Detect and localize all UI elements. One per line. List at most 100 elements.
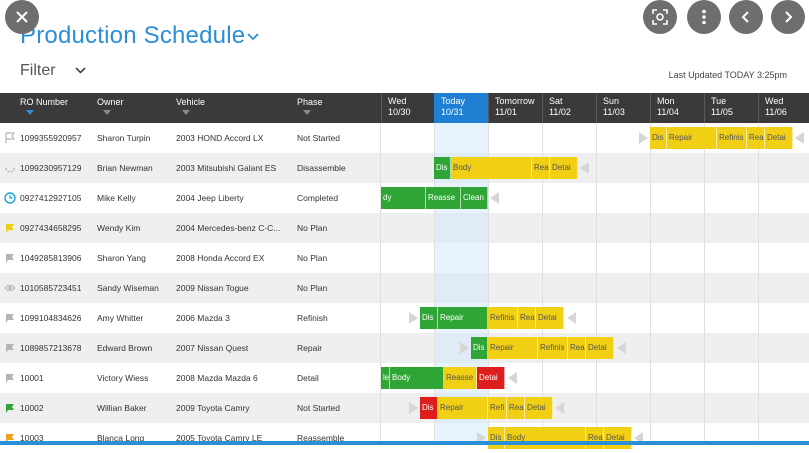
chevron-left-icon (741, 11, 749, 23)
phase-bar-repair[interactable]: Repair (667, 127, 717, 149)
phase-bar-body[interactable]: Body (451, 157, 532, 179)
phase-bar-body[interactable]: dy (381, 187, 426, 209)
phase-bar-repair[interactable]: Repair (488, 337, 538, 359)
phase-bar-disassemble[interactable]: le (381, 367, 390, 389)
schedule-end-arrow (490, 192, 499, 204)
phase-bar-clean[interactable]: Clean (461, 187, 488, 209)
vehicle-name: 2003 Mitsubishi Galant ES (176, 163, 277, 173)
phase-bar-disassemble[interactable]: Dis (488, 427, 505, 449)
phase-bar-detail[interactable]: Detai (765, 127, 793, 149)
phase-bar-reassemble[interactable]: Reasse (444, 367, 477, 389)
phase-bar-disassemble[interactable]: Dis (650, 127, 667, 149)
ro-number: 1049285813906 (20, 253, 82, 263)
schedule-end-arrow (555, 402, 564, 414)
day-divider (434, 123, 435, 445)
day-header[interactable]: Sat 11/02 (542, 93, 596, 123)
table-row[interactable]: 1010585723451 Sandy Wiseman 2009 Nissan … (0, 273, 809, 303)
phase-bar-refinish[interactable]: Refinis (717, 127, 747, 149)
table-row[interactable]: 10001 Victory Wiess 2008 Mazda Mazda 6 D… (0, 363, 809, 393)
column-header-phase[interactable]: Phase (297, 93, 323, 123)
day-header[interactable]: Sun 11/03 (596, 93, 650, 123)
phase-bar-refinish[interactable]: Refinis (538, 337, 568, 359)
chevron-down-icon[interactable] (246, 32, 260, 42)
flag-grey-icon (6, 254, 14, 263)
vehicle-name: 2009 Toyota Camry (176, 403, 250, 413)
column-header-owner[interactable]: Owner (97, 93, 124, 123)
ro-number: 0927412927105 (20, 193, 82, 203)
schedule-end-arrow (617, 342, 626, 354)
owner-name: Sharon Turpin (97, 133, 151, 143)
day-divider (704, 123, 705, 445)
more-button[interactable] (687, 0, 721, 34)
close-button[interactable] (5, 0, 39, 34)
day-header[interactable]: Mon 11/04 (650, 93, 704, 123)
phase-bar-detail[interactable]: Detai (550, 157, 578, 179)
phase-bar-reassemble[interactable]: Reasse (426, 187, 461, 209)
vehicle-name: 2008 Honda Accord EX (176, 253, 265, 263)
phase-bar-reassemble[interactable]: Rea (518, 307, 536, 329)
phase-bar-detail[interactable]: Detai (525, 397, 553, 419)
phase-label: Disassemble (297, 163, 346, 173)
table-row[interactable]: 1099230957129 Brian Newman 2003 Mitsubis… (0, 153, 809, 183)
phase-bar-detail[interactable]: Detai (604, 427, 632, 449)
day-name: Wed (765, 96, 784, 106)
day-header[interactable]: Tomorrow 11/01 (488, 93, 542, 123)
phase-bar-body[interactable]: Body (505, 427, 586, 449)
prev-button[interactable] (729, 0, 763, 34)
phase-bar-refinish[interactable]: Refi (488, 397, 507, 419)
vehicle-name: 2007 Nissan Quest (176, 343, 249, 353)
phase-bar-reassemble[interactable]: Rea (568, 337, 586, 359)
day-header[interactable]: Wed 10/30 (381, 93, 434, 123)
vehicle-name: 2003 HOND Accord LX (176, 133, 264, 143)
owner-name: Sandy Wiseman (97, 283, 159, 293)
phase-bar-detail[interactable]: Detai (477, 367, 505, 389)
phase-bar-detail[interactable]: Detai (586, 337, 614, 359)
sort-icon (303, 110, 311, 115)
phase-bar-repair[interactable]: Repair (438, 397, 488, 419)
vehicle-name: 2008 Mazda Mazda 6 (176, 373, 258, 383)
day-name: Mon (657, 96, 675, 106)
table-row[interactable]: 0927412927105 Mike Kelly 2004 Jeep Liber… (0, 183, 809, 213)
table-row[interactable]: 10003 Blanca Long 2005 Toyota Camry LE R… (0, 423, 809, 453)
phase-bar-repair[interactable]: Repair (438, 307, 488, 329)
phase-bar-reassemble[interactable]: Rea (747, 127, 765, 149)
next-button[interactable] (771, 0, 805, 34)
phase-bar-detail[interactable]: Detai (536, 307, 564, 329)
day-date: 11/02 (549, 107, 571, 117)
column-header-ro[interactable]: RO Number (20, 93, 68, 123)
schedule-end-arrow (580, 162, 589, 174)
table-row[interactable]: 1049285813906 Sharon Yang 2008 Honda Acc… (0, 243, 809, 273)
ro-number: 0927434658295 (20, 223, 82, 233)
chevron-down-icon[interactable] (74, 66, 87, 75)
schedule-start-arrow (409, 312, 418, 324)
phase-bar-disassemble[interactable]: Dis (420, 397, 438, 419)
column-header-vehicle[interactable]: Vehicle (176, 93, 205, 123)
day-header[interactable]: Wed 11/06 (758, 93, 809, 123)
vehicle-name: 2009 Nissan Togue (176, 283, 249, 293)
vehicle-name: 2004 Mercedes-benz C-C... (176, 223, 281, 233)
table-row[interactable]: 1099355920957 Sharon Turpin 2003 HOND Ac… (0, 123, 809, 153)
table-row[interactable]: 0927434658295 Wendy Kim 2004 Mercedes-be… (0, 213, 809, 243)
phase-bar-reassemble[interactable]: Rea (532, 157, 550, 179)
phase-bar-body[interactable]: Body (390, 367, 444, 389)
schedule-end-arrow (567, 312, 576, 324)
lens-button[interactable] (643, 0, 677, 34)
phase-bar-refinish[interactable]: Refinis (488, 307, 518, 329)
day-header-today[interactable]: Today 10/31 (434, 93, 488, 123)
day-date: 11/01 (495, 107, 517, 117)
phase-bar-reassemble[interactable]: Rea (586, 427, 604, 449)
filter-label[interactable]: Filter (20, 62, 56, 79)
table-row[interactable]: 10002 Willian Baker 2009 Toyota Camry No… (0, 393, 809, 423)
day-date: 10/30 (388, 107, 411, 117)
day-header[interactable]: Tue 11/05 (704, 93, 758, 123)
phase-bar-disassemble[interactable]: Dis (420, 307, 438, 329)
ro-number: 10001 (20, 373, 44, 383)
day-date: 11/05 (711, 107, 733, 117)
phase-bar-disassemble[interactable]: Dis (471, 337, 488, 359)
day-name: Today (441, 96, 466, 106)
phase-bar-reassemble[interactable]: Rea (507, 397, 525, 419)
table-row[interactable]: 1099104834626 Amy Whitter 2006 Mazda 3 R… (0, 303, 809, 333)
phase-label: No Plan (297, 283, 328, 293)
phase-bar-disassemble[interactable]: Dis (434, 157, 451, 179)
table-row[interactable]: 1089857213678 Edward Brown 2007 Nissan Q… (0, 333, 809, 363)
